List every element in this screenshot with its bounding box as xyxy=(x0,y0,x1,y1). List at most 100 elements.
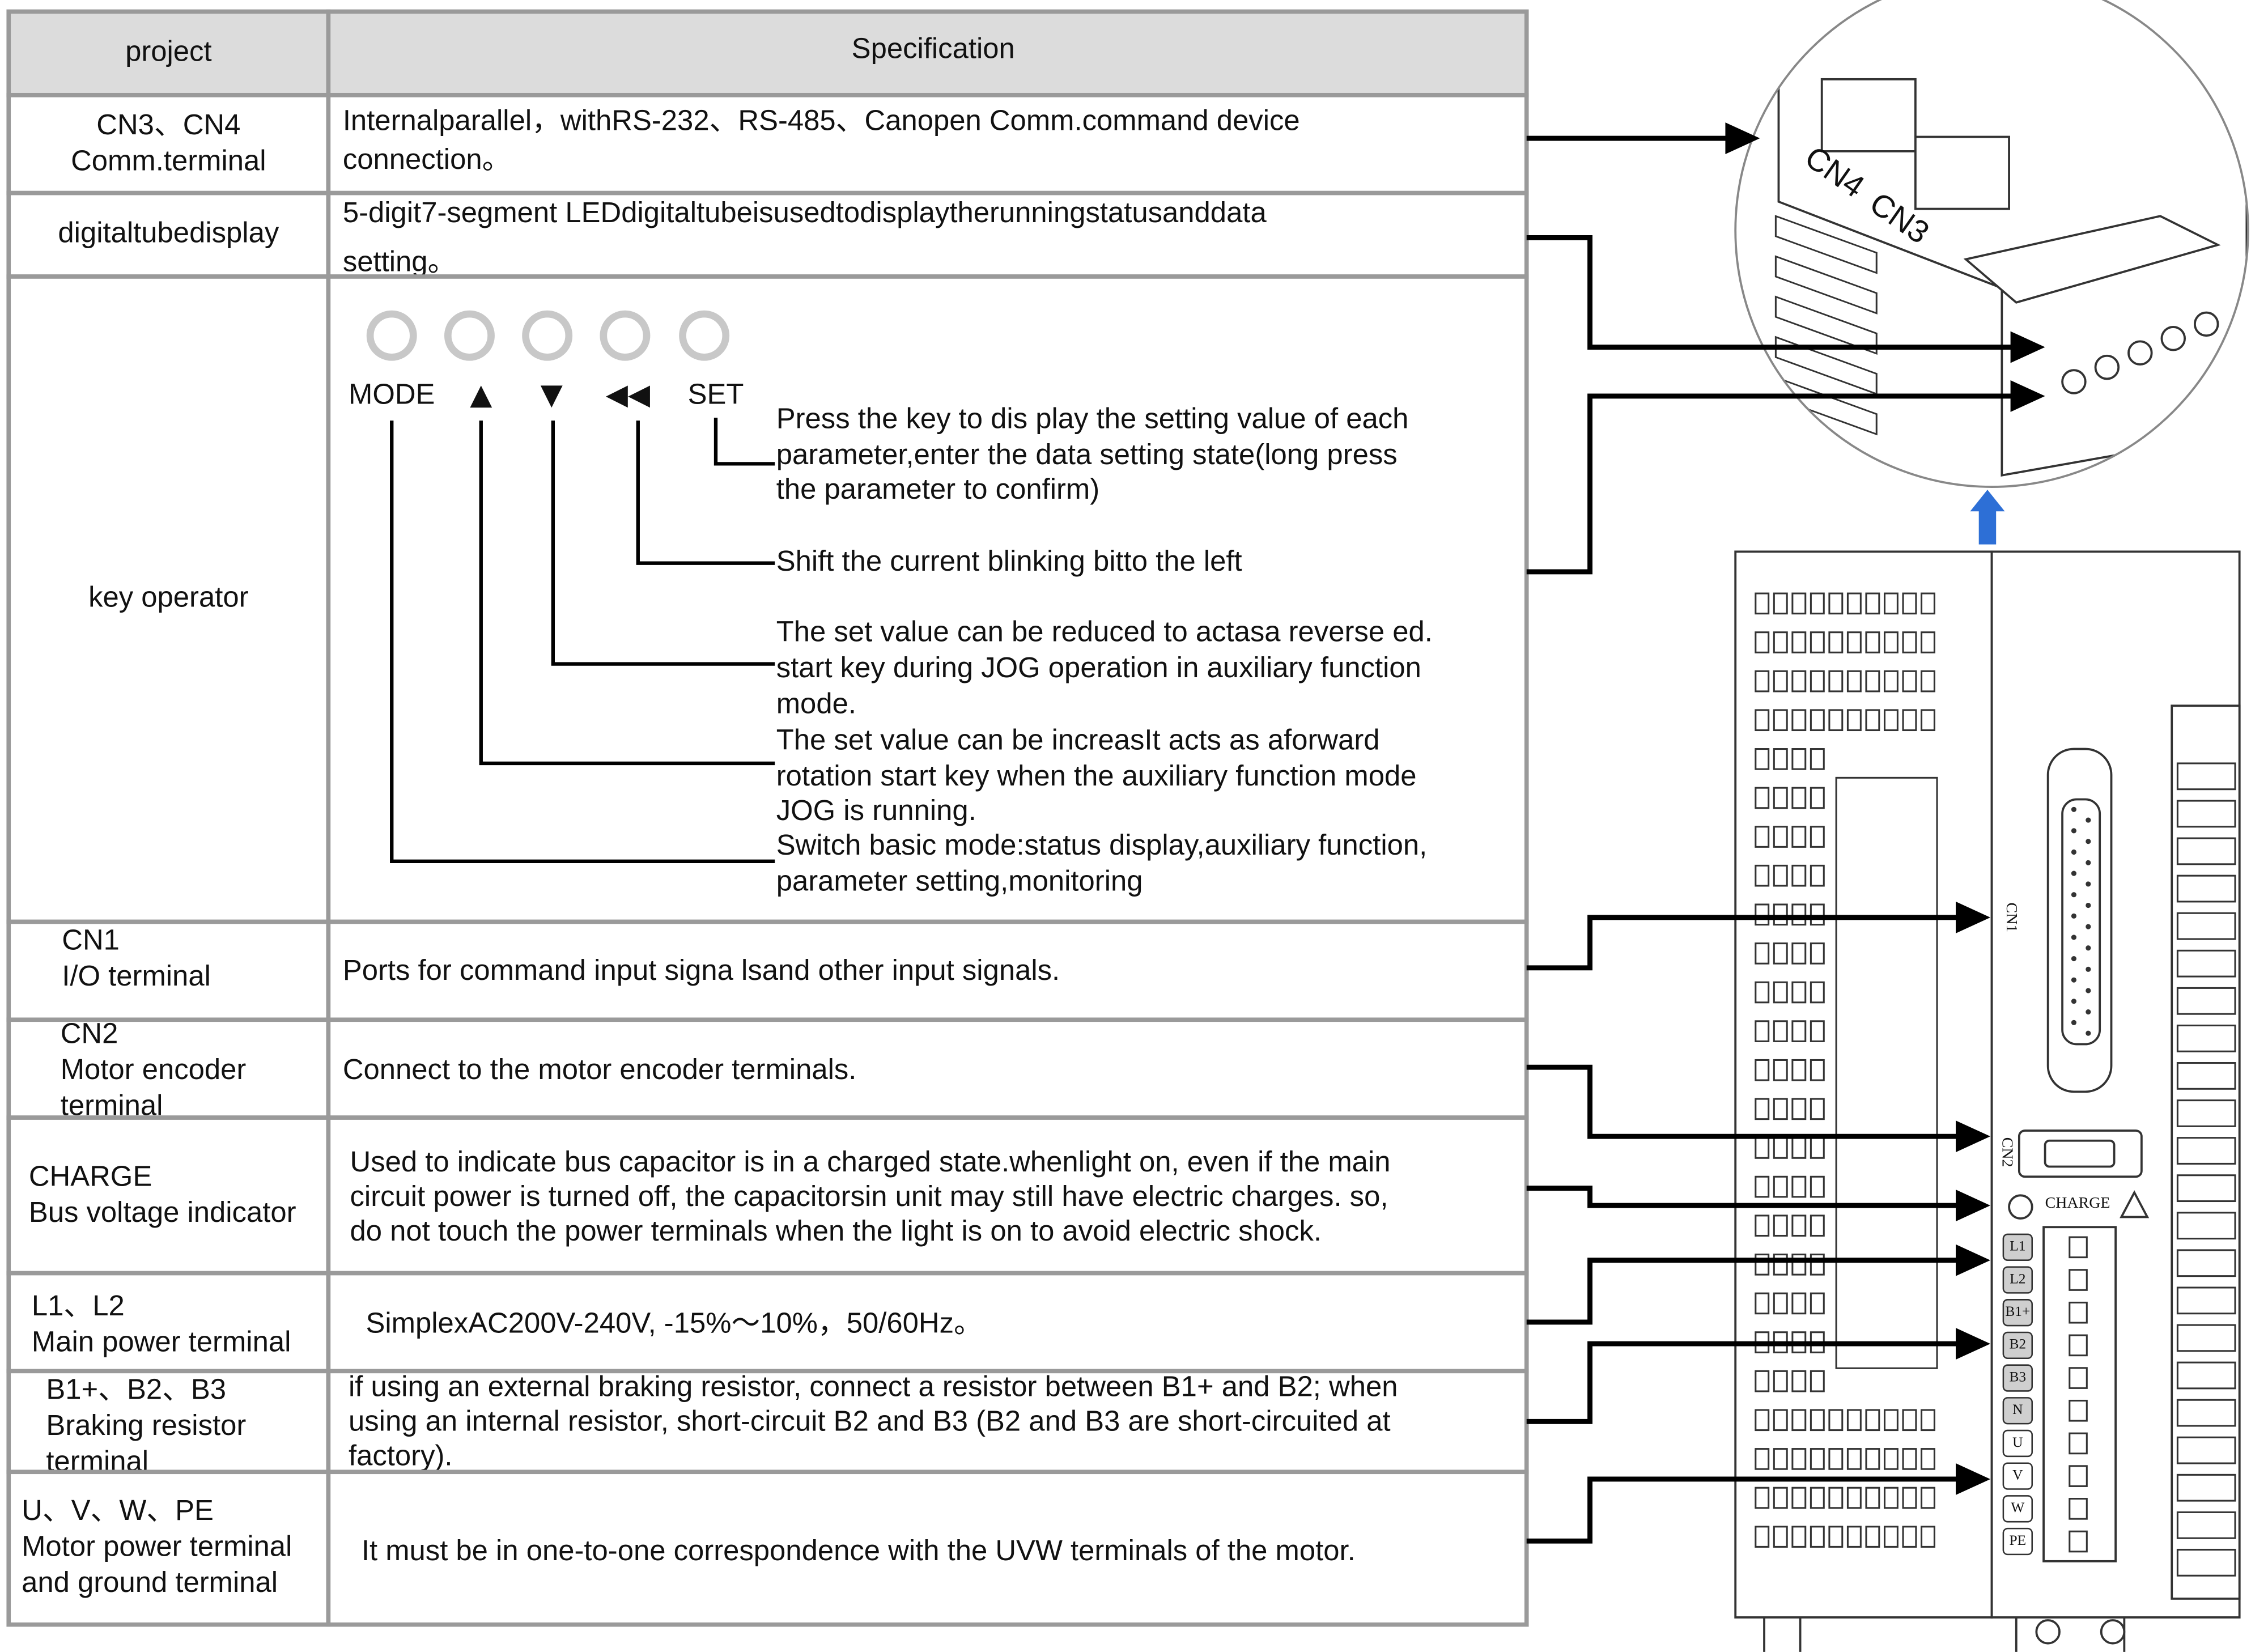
slot xyxy=(1774,295,1878,355)
pin xyxy=(2071,977,2076,983)
header-cell xyxy=(326,9,1529,97)
spec-text: Connect to the motor encoder terminals. xyxy=(343,1053,857,1085)
vent-slot xyxy=(1755,787,1770,809)
spec-cell xyxy=(326,1271,1529,1374)
vent-slot xyxy=(1773,1020,1788,1042)
fin-slot xyxy=(2176,1249,2236,1277)
vent-slot xyxy=(1755,631,1770,653)
vent-slot xyxy=(1791,709,1807,732)
vent-slot xyxy=(1810,1137,1825,1159)
terminal-label: L2 xyxy=(2010,1271,2025,1286)
vent-slot xyxy=(1883,1409,1899,1432)
terminal-label: L1 xyxy=(2010,1238,2025,1254)
vent-slot xyxy=(1846,670,1862,693)
pin xyxy=(2071,806,2076,812)
fin-slot xyxy=(2176,1062,2236,1090)
vent-slot xyxy=(1773,1448,1788,1470)
vent-slot xyxy=(1810,1409,1825,1432)
pin xyxy=(2086,817,2091,823)
pointer-line xyxy=(1526,1476,1962,1544)
leader-line xyxy=(636,421,775,565)
key-label: MODE xyxy=(349,377,435,410)
leader-line xyxy=(390,421,775,863)
vent-slot xyxy=(1791,1487,1807,1509)
vent-slot xyxy=(1810,1214,1825,1237)
spec-cell xyxy=(326,92,1529,196)
vent-slot xyxy=(1755,1448,1770,1470)
vent-slot xyxy=(1810,631,1825,653)
vent-slot xyxy=(1810,864,1825,887)
pointer-line xyxy=(1526,1186,1962,1208)
cn1-label: CN1 xyxy=(2003,902,2020,932)
arrow-head xyxy=(1956,901,1991,933)
vent-slot xyxy=(1755,942,1770,965)
row-label: I/O terminal xyxy=(62,959,211,992)
vent-slot xyxy=(1773,1214,1788,1237)
arrow-head xyxy=(2010,380,2045,412)
pin xyxy=(2086,839,2091,844)
terminal-tag xyxy=(2002,1299,2033,1327)
spec-text: if using an external braking resistor, c… xyxy=(349,1370,1398,1402)
spec-cell xyxy=(326,1115,1529,1276)
terminal-screw xyxy=(2069,1269,2088,1291)
key-description: The set value can be reduced to actasa r… xyxy=(776,615,1433,648)
key-label: ◀◀ xyxy=(606,377,650,411)
vent-slot xyxy=(1810,1254,1825,1276)
pointer-line xyxy=(1526,1341,1962,1424)
vent-slot xyxy=(1773,826,1788,848)
row-label: Main power terminal xyxy=(32,1326,291,1358)
vent-slot xyxy=(1810,592,1825,615)
pin xyxy=(2086,1030,2091,1036)
row-label: CN1 xyxy=(62,923,120,955)
key-description: the parameter to confirm) xyxy=(776,473,1099,505)
terminal-screw xyxy=(2069,1334,2088,1357)
vent-slot xyxy=(1773,748,1788,770)
slot xyxy=(1774,255,1878,315)
spec-text: 5-digit7-segment LEDdigitaltubeisusedtod… xyxy=(343,196,1267,228)
vent-slot xyxy=(1773,709,1788,732)
arrow-head xyxy=(1956,1463,1991,1495)
spec-text: It must be in one-to-one correspondence … xyxy=(362,1534,1356,1566)
row-label: L1、L2 xyxy=(32,1289,125,1322)
label-cell xyxy=(6,1470,331,1627)
vent-slot xyxy=(1755,748,1770,770)
fin-slot xyxy=(2176,874,2236,903)
pin xyxy=(2086,902,2091,908)
blue-arrow xyxy=(1970,490,2005,545)
terminal-label: U xyxy=(2012,1434,2023,1450)
fin-slot xyxy=(2176,1324,2236,1352)
row-label: B1+、B2、B3 xyxy=(46,1373,226,1405)
vent-slot xyxy=(1755,903,1770,926)
terminal-screw xyxy=(2069,1367,2088,1389)
rj45-port xyxy=(1820,78,1917,152)
vent-slot xyxy=(1810,1059,1825,1081)
pin xyxy=(2086,1009,2091,1015)
vent-slot xyxy=(1883,1448,1899,1470)
row-label: CN2 xyxy=(61,1017,118,1050)
pin xyxy=(2086,860,2091,865)
vent-slot xyxy=(1810,1098,1825,1120)
pin xyxy=(2071,955,2076,962)
vent-slot xyxy=(1921,1409,1935,1432)
terminal-screw xyxy=(2069,1465,2088,1487)
vent-slot xyxy=(1755,1059,1770,1081)
vent-slot xyxy=(1791,1020,1807,1042)
fin-slot xyxy=(2176,1511,2236,1539)
label-cell xyxy=(6,1271,331,1374)
pin xyxy=(2071,999,2076,1004)
vent-slot xyxy=(1755,1487,1770,1509)
pin xyxy=(2071,913,2076,919)
vent-slot xyxy=(1828,709,1844,732)
arrow-head xyxy=(1956,1244,1991,1276)
row-label: key operator xyxy=(88,581,249,613)
vent-slot xyxy=(1902,592,1917,615)
vent-slot xyxy=(1791,826,1807,848)
charge-led xyxy=(2008,1194,2033,1220)
terminal-screw xyxy=(2069,1432,2088,1455)
vent-slot xyxy=(1791,1175,1807,1198)
spec-text: Used to indicate bus capacitor is in a c… xyxy=(350,1145,1391,1178)
spec-text: factory). xyxy=(349,1439,453,1471)
vent-slot xyxy=(1846,592,1862,615)
